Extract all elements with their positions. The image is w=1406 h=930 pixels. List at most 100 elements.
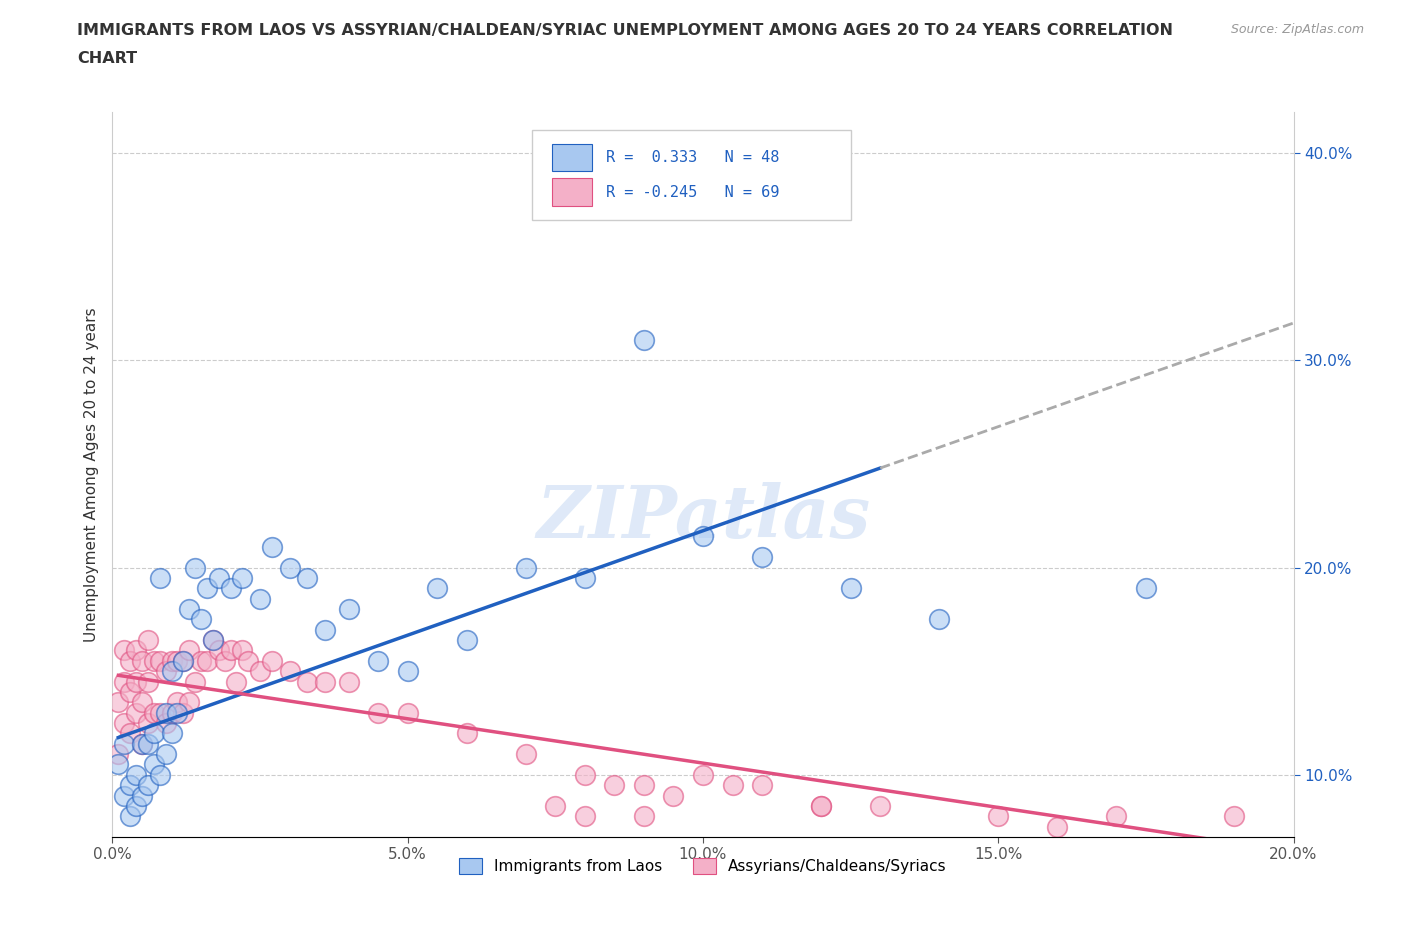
Point: [456, 726, 478, 741]
Point: [574, 767, 596, 782]
Point: [751, 550, 773, 565]
Point: [810, 799, 832, 814]
Point: [249, 664, 271, 679]
Point: [142, 726, 165, 741]
Point: [515, 747, 537, 762]
Point: [928, 612, 950, 627]
Point: [155, 664, 177, 679]
Point: [201, 632, 224, 647]
Point: [1046, 819, 1069, 834]
Point: [1135, 581, 1157, 596]
Text: R = -0.245   N = 69: R = -0.245 N = 69: [606, 185, 779, 200]
Point: [692, 767, 714, 782]
Point: [142, 705, 165, 720]
Point: [166, 695, 188, 710]
Point: [456, 632, 478, 647]
Point: [136, 777, 159, 792]
Point: [120, 684, 142, 699]
Point: [214, 654, 236, 669]
Point: [225, 674, 247, 689]
Point: [190, 654, 212, 669]
Point: [1046, 892, 1069, 907]
Text: Source: ZipAtlas.com: Source: ZipAtlas.com: [1230, 23, 1364, 36]
Text: ZIPatlas: ZIPatlas: [536, 483, 870, 553]
Text: IMMIGRANTS FROM LAOS VS ASSYRIAN/CHALDEAN/SYRIAC UNEMPLOYMENT AMONG AGES 20 TO 2: IMMIGRANTS FROM LAOS VS ASSYRIAN/CHALDEA…: [77, 23, 1174, 38]
Point: [125, 799, 148, 814]
Point: [367, 654, 389, 669]
Point: [238, 654, 260, 669]
Point: [184, 560, 207, 575]
FancyBboxPatch shape: [531, 130, 851, 220]
Point: [160, 664, 183, 679]
Point: [131, 737, 153, 751]
Point: [120, 726, 142, 741]
Point: [396, 664, 419, 679]
Point: [208, 570, 231, 585]
Point: [574, 570, 596, 585]
Point: [231, 570, 253, 585]
Point: [633, 777, 655, 792]
Point: [721, 777, 744, 792]
Point: [149, 570, 172, 585]
Point: [1105, 809, 1128, 824]
Point: [337, 602, 360, 617]
Point: [125, 674, 148, 689]
Point: [195, 654, 218, 669]
Point: [692, 529, 714, 544]
Text: CHART: CHART: [77, 51, 138, 66]
Point: [869, 799, 891, 814]
Point: [112, 674, 135, 689]
Point: [131, 695, 153, 710]
Point: [112, 737, 135, 751]
Point: [314, 674, 336, 689]
Point: [112, 788, 135, 803]
Point: [107, 757, 129, 772]
Point: [120, 809, 142, 824]
Point: [179, 695, 201, 710]
Point: [125, 705, 148, 720]
Point: [149, 767, 172, 782]
Point: [131, 737, 153, 751]
Text: R =  0.333   N = 48: R = 0.333 N = 48: [606, 150, 779, 165]
Point: [426, 581, 449, 596]
Point: [195, 581, 218, 596]
Point: [166, 654, 188, 669]
Point: [662, 788, 685, 803]
Point: [839, 581, 862, 596]
Point: [136, 737, 159, 751]
Point: [603, 777, 626, 792]
Point: [136, 674, 159, 689]
Point: [208, 643, 231, 658]
Point: [172, 654, 194, 669]
Point: [810, 799, 832, 814]
Point: [633, 809, 655, 824]
Point: [179, 643, 201, 658]
Point: [396, 705, 419, 720]
Point: [260, 654, 283, 669]
Point: [633, 332, 655, 347]
Point: [297, 674, 319, 689]
Point: [149, 705, 172, 720]
Point: [751, 777, 773, 792]
Point: [172, 705, 194, 720]
Point: [120, 654, 142, 669]
Point: [297, 570, 319, 585]
Point: [125, 767, 148, 782]
Point: [260, 539, 283, 554]
Point: [120, 777, 142, 792]
Point: [142, 654, 165, 669]
FancyBboxPatch shape: [551, 179, 592, 206]
Point: [278, 664, 301, 679]
Point: [179, 602, 201, 617]
Point: [155, 705, 177, 720]
Point: [112, 643, 135, 658]
Point: [219, 643, 242, 658]
Point: [184, 674, 207, 689]
Point: [987, 809, 1010, 824]
Point: [337, 674, 360, 689]
Point: [544, 799, 567, 814]
Point: [155, 747, 177, 762]
Point: [136, 632, 159, 647]
Point: [515, 560, 537, 575]
Point: [166, 705, 188, 720]
